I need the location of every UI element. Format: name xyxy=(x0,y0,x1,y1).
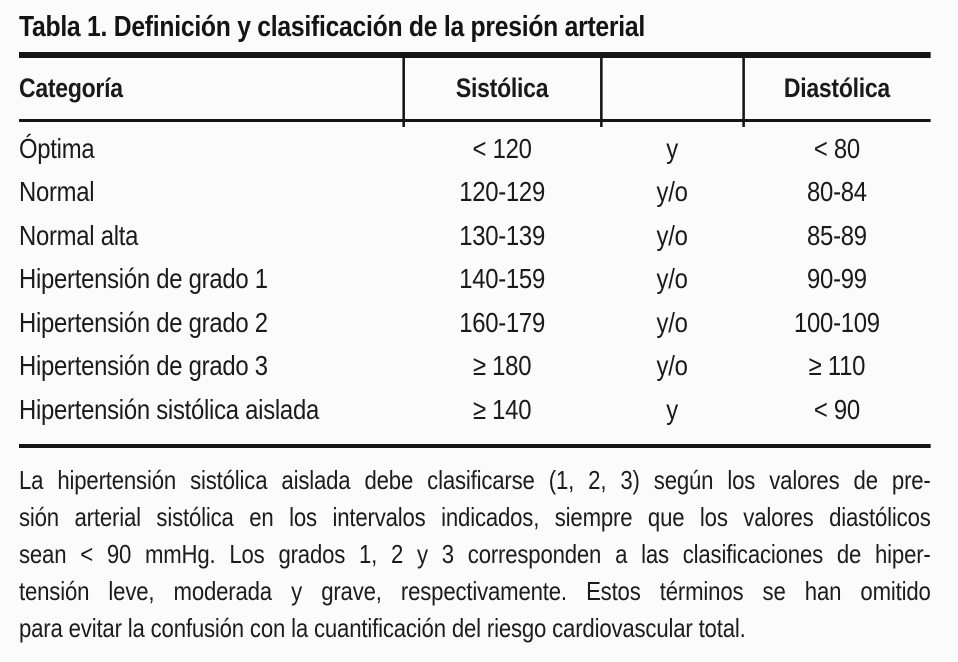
category-cell: Hipertensión de grado 1 xyxy=(19,263,268,295)
table-top-rule xyxy=(19,52,931,58)
connector-cell: y xyxy=(666,132,678,164)
category-cell: Hipertensión sistólica aislada xyxy=(19,393,319,425)
table-footnote: La hipertensión sistólica aislada debe c… xyxy=(19,462,931,647)
header-bottom-rule xyxy=(19,119,931,122)
category-cell: Hipertensión de grado 2 xyxy=(19,306,268,338)
category-cell: Óptima xyxy=(19,132,95,164)
footnote-line: La hipertensión sistólica aislada debe c… xyxy=(19,464,931,495)
header-divider xyxy=(402,58,405,127)
systolic-cell: ≥ 140 xyxy=(472,393,532,425)
diastolic-cell: 100-109 xyxy=(794,306,880,338)
header-divider xyxy=(600,58,603,127)
table-row: Hipertensión de grado 1 140-159 y/o 90-9… xyxy=(19,258,931,302)
category-cell: Normal alta xyxy=(19,219,139,251)
connector-cell: y/o xyxy=(656,176,688,208)
footnote-line: para evitar la confusión con la cuantifi… xyxy=(19,612,746,643)
category-cell: Hipertensión de grado 3 xyxy=(19,350,268,382)
diastolic-cell: ≥ 110 xyxy=(808,350,866,382)
connector-cell: y/o xyxy=(656,350,688,382)
table-header-row: Categoría Sistólica Diastólica xyxy=(19,58,931,127)
column-header-sistolica: Sistólica xyxy=(455,73,549,103)
table-row: Normal alta 130-139 y/o 85-89 xyxy=(19,214,931,258)
systolic-cell: 140-159 xyxy=(459,263,545,295)
diastolic-cell: 90-99 xyxy=(807,263,867,295)
category-cell: Normal xyxy=(19,176,95,208)
footnote-line: sión arterial sistólica en los intervalo… xyxy=(19,501,931,532)
page: Tabla 1. Definición y clasificación de l… xyxy=(19,10,931,647)
systolic-cell: 120-129 xyxy=(459,176,545,208)
connector-cell: y/o xyxy=(656,306,688,338)
diastolic-cell: < 90 xyxy=(813,393,860,425)
footnote-line: tensión leve, moderada y grave, respecti… xyxy=(19,575,931,606)
systolic-cell: 130-139 xyxy=(459,219,545,251)
column-header-diastolica: Diastólica xyxy=(783,73,890,103)
diastolic-cell: 85-89 xyxy=(807,219,867,251)
table-row: Óptima < 120 y < 80 xyxy=(19,127,931,171)
systolic-cell: 160-179 xyxy=(459,306,545,338)
blood-pressure-table-body: Óptima < 120 y < 80 Normal 120-129 y/o 8… xyxy=(19,122,931,432)
table-row: Hipertensión de grado 3 ≥ 180 y/o ≥ 110 xyxy=(19,345,931,389)
footnote-line: sean < 90 mmHg. Los grados 1, 2 y 3 corr… xyxy=(19,538,931,569)
header-divider xyxy=(742,58,745,127)
systolic-cell: ≥ 180 xyxy=(472,350,532,382)
table-row: Normal 120-129 y/o 80-84 xyxy=(19,171,931,215)
column-header-categoria: Categoría xyxy=(19,73,123,103)
connector-cell: y/o xyxy=(656,263,688,295)
systolic-cell: < 120 xyxy=(472,132,532,164)
connector-cell: y xyxy=(666,393,678,425)
table-row: Hipertensión de grado 2 160-179 y/o 100-… xyxy=(19,301,931,345)
diastolic-cell: 80-84 xyxy=(807,176,867,208)
connector-cell: y/o xyxy=(656,219,688,251)
diastolic-cell: < 80 xyxy=(813,132,860,164)
table-row: Hipertensión sistólica aislada ≥ 140 y <… xyxy=(19,388,931,432)
table-title: Tabla 1. Definición y clasificación de l… xyxy=(19,11,645,43)
table-bottom-rule xyxy=(19,443,931,448)
